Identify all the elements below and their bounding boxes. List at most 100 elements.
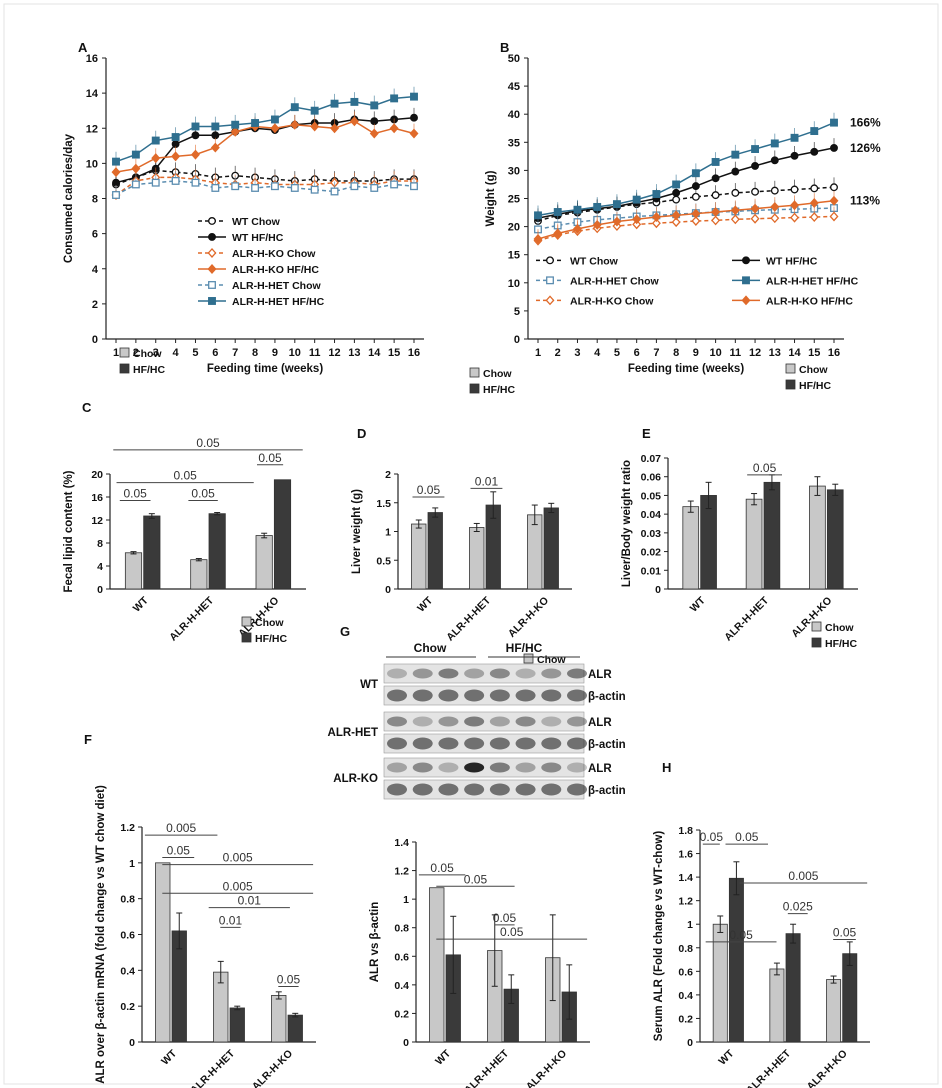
x-tick-label: 13	[348, 347, 360, 359]
legend-label: ALR-H-HET HF/HC	[232, 296, 325, 308]
p-value-label: 0.05	[464, 872, 488, 886]
p-value-label: 0.005	[223, 879, 253, 893]
data-point	[211, 131, 220, 140]
y-tick-label: 0.4	[120, 965, 135, 977]
p-value-label: 0.05	[735, 830, 759, 844]
blot-band	[412, 716, 433, 727]
data-point	[829, 195, 839, 206]
blot-band	[387, 689, 407, 702]
data-point	[350, 97, 359, 106]
y-tick-label: 4	[92, 264, 99, 276]
blot-band	[541, 668, 562, 679]
series-line	[115, 180, 415, 196]
x-tick-label: 5	[192, 347, 198, 359]
blot-band	[515, 716, 536, 727]
blot-strip	[383, 663, 585, 684]
data-point	[750, 203, 760, 214]
data-point	[390, 180, 399, 189]
panel-label: F	[84, 732, 92, 747]
bar	[469, 527, 485, 590]
y-tick-label: 16	[86, 53, 98, 65]
data-point	[790, 185, 799, 194]
x-tick-label: 7	[232, 347, 238, 359]
legend-label: WT HF/HC	[232, 232, 284, 244]
y-axis-title: Fecal lipid content (%)	[63, 470, 75, 592]
y-tick-label: 10	[86, 158, 98, 170]
data-point	[370, 184, 379, 192]
data-point	[770, 201, 780, 212]
y-tick-label: 1	[403, 894, 409, 906]
data-point	[730, 214, 740, 225]
series-line	[115, 176, 414, 196]
legend-marker	[208, 217, 216, 225]
data-point	[651, 212, 661, 223]
p-value-label: 0.05	[500, 925, 524, 939]
x-tick-label: 15	[808, 347, 820, 359]
x-tick-label: 6	[634, 347, 640, 359]
p-value-label: 0.05	[493, 911, 517, 925]
y-tick-label: 1.2	[120, 822, 135, 834]
x-axis-title: Feeding time (weeks)	[207, 363, 323, 375]
data-point	[790, 212, 800, 223]
data-point	[290, 103, 299, 112]
bar	[842, 953, 858, 1043]
data-point	[171, 133, 180, 141]
data-point	[751, 187, 760, 196]
blot-band	[489, 689, 510, 702]
x-tick-label: 1	[113, 347, 119, 359]
bar	[190, 559, 208, 590]
p-value-label: 0.05	[258, 451, 282, 465]
data-point	[171, 176, 180, 185]
y-tick-label: 0.2	[120, 1001, 135, 1013]
y-tick-label: 0.2	[394, 1008, 409, 1020]
data-point	[632, 195, 641, 204]
blot-band	[489, 762, 510, 773]
data-point	[270, 123, 280, 134]
y-tick-label: 0.4	[394, 980, 409, 992]
data-point	[112, 178, 120, 187]
y-tick-label: 50	[508, 53, 520, 65]
data-point	[731, 167, 740, 176]
data-point	[809, 198, 819, 208]
y-tick-label: 0	[97, 584, 103, 596]
bar	[826, 489, 844, 590]
bar	[763, 481, 781, 590]
x-tick-label: 14	[368, 347, 381, 359]
category-label: WT	[159, 1047, 179, 1067]
blot-band	[489, 668, 510, 679]
p-value-label: 0.05	[123, 486, 147, 500]
p-value-label: 0.05	[430, 861, 454, 875]
data-point	[350, 182, 359, 191]
blot-row-label: WT	[360, 679, 378, 691]
data-point	[672, 188, 681, 197]
x-tick-label: 6	[212, 347, 218, 359]
blot-strip	[383, 711, 585, 732]
bar	[143, 515, 161, 590]
data-point	[573, 205, 582, 214]
legend-label: ALR-H-HET Chow	[232, 280, 321, 292]
data-point	[171, 151, 181, 162]
percent-annotation: 126%	[850, 141, 881, 155]
data-point	[251, 119, 260, 127]
legend-swatch	[785, 363, 796, 374]
data-point	[770, 213, 780, 224]
y-tick-label: 20	[508, 222, 520, 234]
y-axis-title: Serum ALR (Fold change vs WT-chow)	[653, 831, 665, 1042]
data-point	[211, 122, 220, 131]
bar	[429, 887, 445, 1043]
legend-swatch	[785, 379, 796, 390]
x-tick-label: 8	[673, 347, 679, 359]
blot-band-label: ALR	[588, 717, 612, 729]
data-point	[770, 139, 779, 148]
y-tick-label: 1	[687, 919, 693, 931]
western-blot: Chow HF/HC ALR β-actin WT ALR β-actin ALR-HET AL…	[328, 641, 626, 800]
legend-label: ALR-H-HET Chow	[570, 275, 659, 287]
data-point	[370, 117, 379, 126]
blot-band	[464, 689, 485, 702]
data-point	[151, 178, 160, 187]
y-tick-label: 0.01	[641, 565, 662, 577]
blot-band	[515, 762, 536, 773]
legend-marker	[742, 256, 750, 265]
data-point	[730, 205, 740, 216]
y-tick-label: 45	[508, 81, 520, 93]
